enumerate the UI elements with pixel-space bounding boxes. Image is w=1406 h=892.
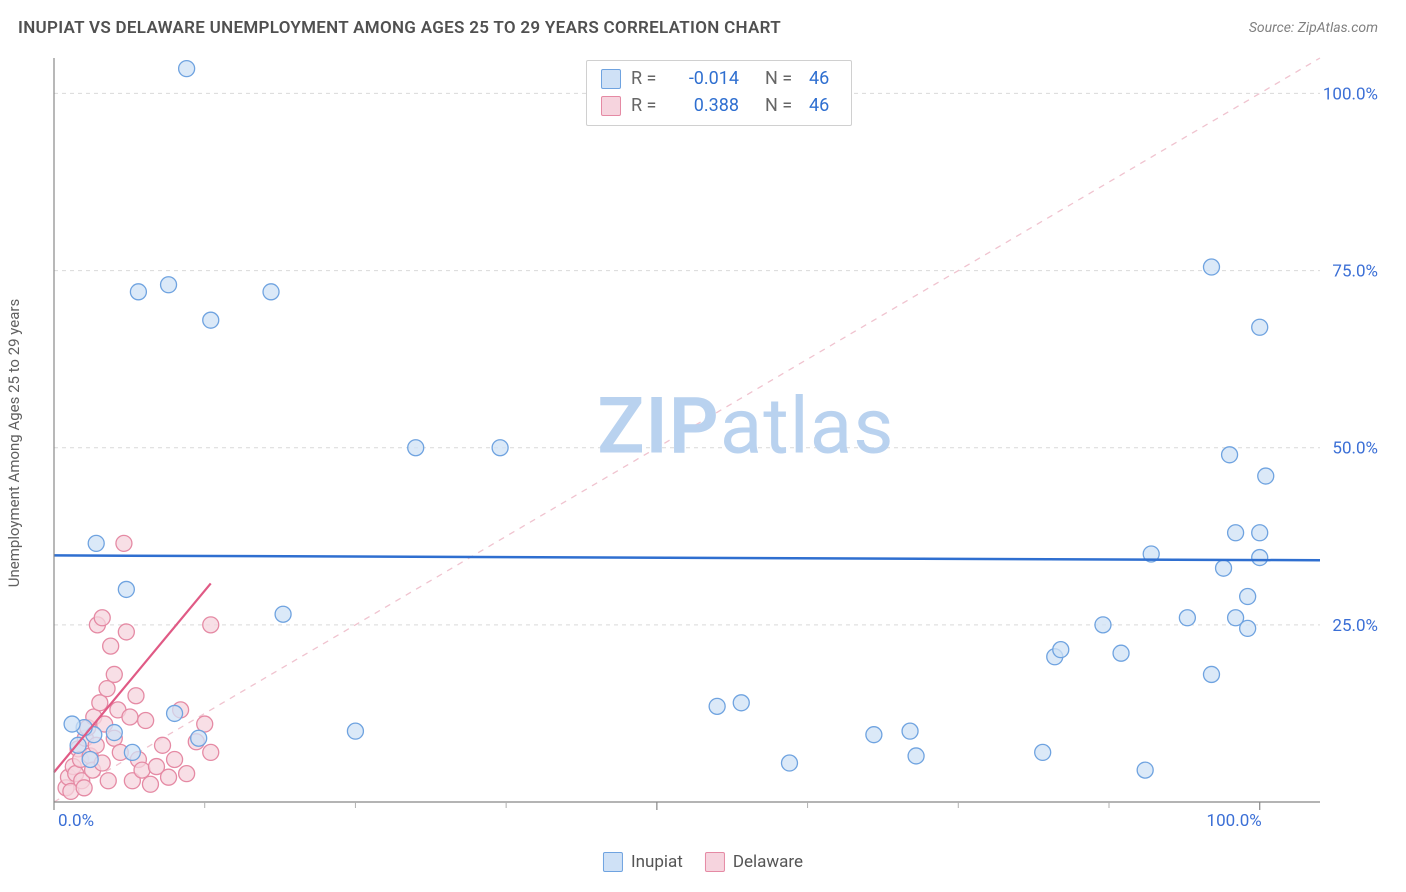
- legend-label: Delaware: [733, 852, 803, 872]
- legend-row-inupiat: R = -0.014 N = 46: [601, 65, 837, 92]
- y-axis-label: Unemployment Among Ages 25 to 29 years: [5, 299, 23, 587]
- swatch-inupiat: [601, 69, 621, 89]
- source-label: Source: ZipAtlas.com: [1249, 20, 1378, 36]
- legend-label: Inupiat: [631, 852, 683, 872]
- page-title: INUPIAT VS DELAWARE UNEMPLOYMENT AMONG A…: [18, 18, 781, 38]
- n-label: N =: [765, 92, 799, 119]
- n-value-inupiat: 46: [809, 65, 837, 92]
- swatch-delaware: [601, 96, 621, 116]
- r-label: R =: [631, 92, 665, 119]
- series-legend: Inupiat Delaware: [603, 852, 803, 872]
- n-value-delaware: 46: [809, 92, 837, 119]
- legend-item-delaware: Delaware: [705, 852, 803, 872]
- svg-text:25.0%: 25.0%: [1332, 616, 1378, 636]
- scatter-plot: 25.0% 50.0% 75.0% 100.0% 0.0% 100.0%: [48, 54, 1390, 832]
- svg-text:100.0%: 100.0%: [1323, 84, 1378, 104]
- svg-text:50.0%: 50.0%: [1332, 439, 1378, 459]
- swatch-delaware: [705, 852, 725, 872]
- r-value-delaware: 0.388: [675, 92, 739, 119]
- r-label: R =: [631, 65, 665, 92]
- n-label: N =: [765, 65, 799, 92]
- svg-text:75.0%: 75.0%: [1332, 262, 1378, 282]
- legend-item-inupiat: Inupiat: [603, 852, 683, 872]
- r-value-inupiat: -0.014: [675, 65, 739, 92]
- legend-row-delaware: R = 0.388 N = 46: [601, 92, 837, 119]
- svg-text:100.0%: 100.0%: [1207, 811, 1262, 831]
- correlation-legend: R = -0.014 N = 46 R = 0.388 N = 46: [586, 60, 852, 126]
- swatch-inupiat: [603, 852, 623, 872]
- svg-text:0.0%: 0.0%: [58, 811, 94, 831]
